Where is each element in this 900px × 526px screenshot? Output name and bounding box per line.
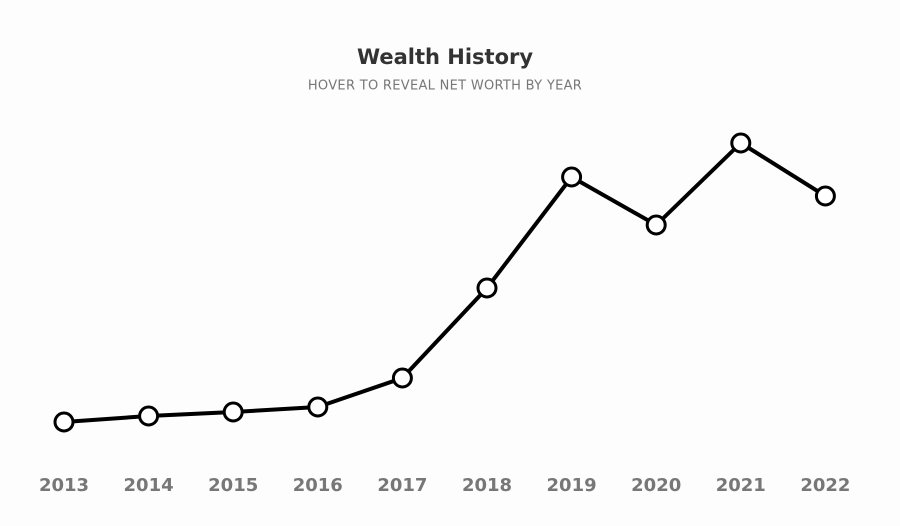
- chart-subtitle: HOVER TO REVEAL NET WORTH BY YEAR: [308, 79, 582, 94]
- x-tick-label: 2020: [631, 475, 681, 496]
- data-point[interactable]: [53, 411, 75, 433]
- x-tick-label: 2013: [39, 475, 89, 496]
- data-point[interactable]: [645, 214, 667, 236]
- data-point[interactable]: [561, 166, 583, 188]
- data-point[interactable]: [391, 367, 413, 389]
- data-point[interactable]: [730, 132, 752, 154]
- line: [63, 141, 827, 424]
- x-tick-label: 2019: [547, 475, 597, 496]
- x-tick-label: 2022: [800, 475, 850, 496]
- data-point[interactable]: [138, 405, 160, 427]
- data-point[interactable]: [307, 396, 329, 418]
- x-tick-label: 2018: [462, 475, 512, 496]
- data-point[interactable]: [476, 277, 498, 299]
- data-point[interactable]: [222, 401, 244, 423]
- x-tick-label: 2014: [124, 475, 174, 496]
- x-tick-label: 2021: [716, 475, 766, 496]
- x-tick-label: 2015: [208, 475, 258, 496]
- x-tick-label: 2017: [377, 475, 427, 496]
- chart-title: Wealth History: [357, 45, 533, 69]
- data-point[interactable]: [814, 185, 836, 207]
- x-tick-label: 2016: [293, 475, 343, 496]
